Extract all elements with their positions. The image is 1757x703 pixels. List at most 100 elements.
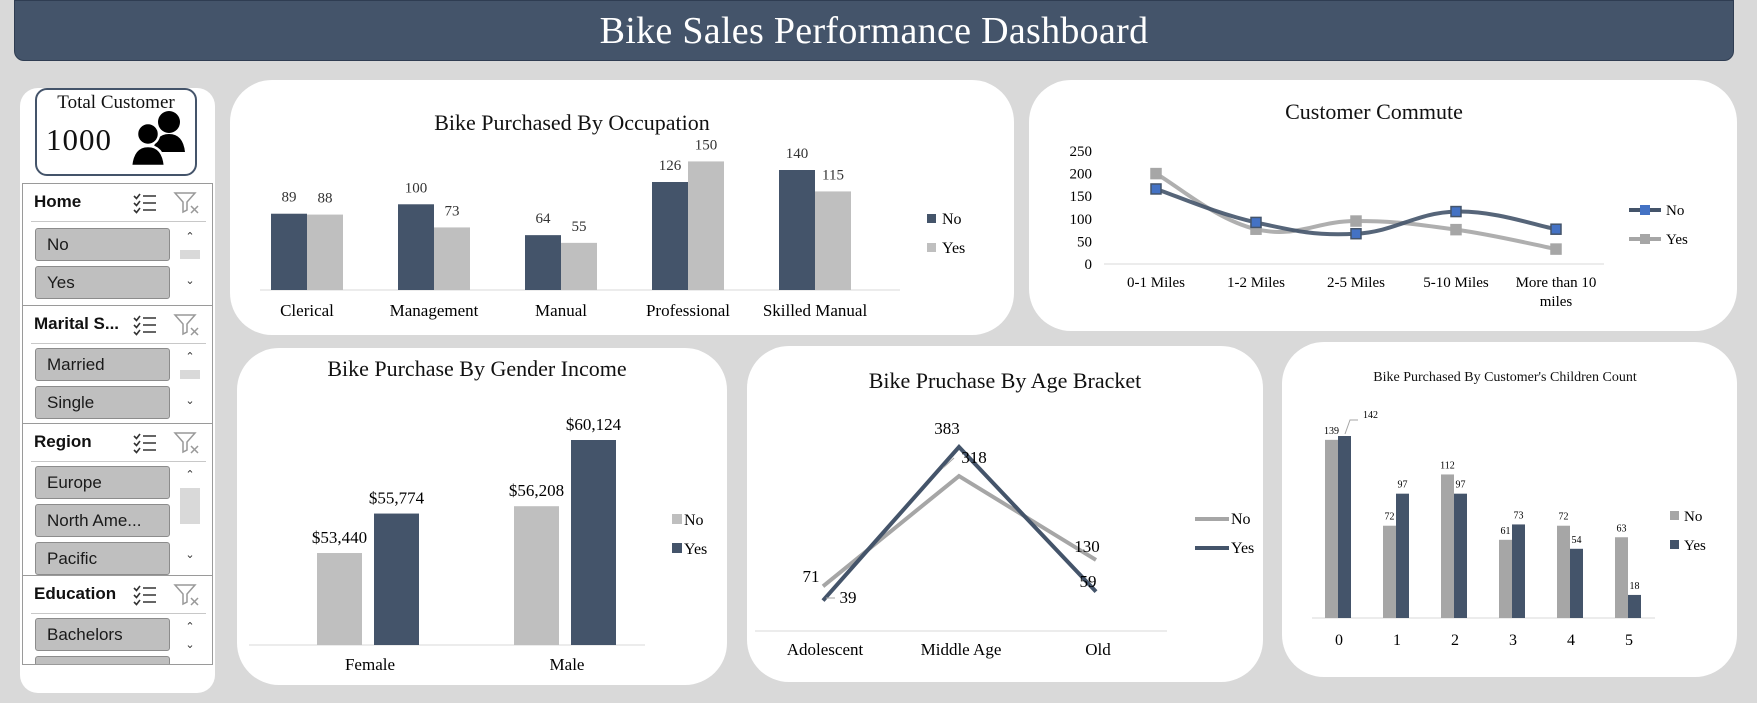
line-series-yes	[821, 444, 1098, 602]
x-tick-label: 2-5 Miles	[1327, 275, 1385, 291]
multi-select-icon[interactable]	[132, 583, 158, 607]
slicer-divider	[31, 613, 206, 614]
point-no	[1250, 216, 1262, 229]
bar-no-management	[398, 204, 434, 290]
scrollbar-thumb[interactable]	[180, 250, 200, 259]
point-no	[1150, 183, 1162, 195]
marital-slicer-title: Marital S...	[34, 314, 120, 333]
scrollbar-thumb[interactable]	[180, 488, 200, 524]
clear-filter-icon[interactable]	[173, 430, 201, 456]
clear-filter-icon[interactable]	[173, 582, 201, 608]
data-label: 130	[1074, 537, 1100, 556]
line-series-no	[1155, 187, 1557, 237]
education-slicer-header: Education	[23, 576, 212, 614]
y-tick-label: 0	[1085, 257, 1093, 273]
marital-status-slicer: Marital S... Married Single ⌃ ⌄	[23, 306, 212, 424]
region-slicer-header: Region	[23, 424, 212, 462]
age-bracket-chart: Adolescent Middle Age Old 71 318 130 39 383 59 No…	[755, 419, 1254, 659]
data-label: $60,124	[566, 415, 622, 434]
dashboard-header: Bike Sales Performance Dashboard	[14, 0, 1734, 61]
children-chart-card: Bike Purchased By Customer's Children Co…	[1282, 342, 1737, 677]
multi-select-icon[interactable]	[132, 431, 158, 455]
slicer-item-north-america[interactable]: North Ame...	[35, 504, 170, 537]
data-label: 55	[572, 219, 587, 235]
legend-marker-yes	[1640, 234, 1650, 244]
scroll-down-icon[interactable]: ⌄	[185, 394, 195, 407]
bar-no-children-3	[1499, 539, 1512, 618]
home-slicer-title: Home	[34, 192, 82, 211]
clear-filter-icon[interactable]	[173, 190, 201, 216]
region-slicer-title: Region	[34, 432, 92, 451]
data-label: 18	[1630, 581, 1640, 592]
legend-label-yes: Yes	[1666, 232, 1688, 248]
slicer-item-bachelors[interactable]: Bachelors	[35, 618, 170, 651]
legend-label-yes: Yes	[1231, 540, 1254, 557]
slicer-item-pacific[interactable]: Pacific	[35, 542, 170, 575]
scroll-up-icon[interactable]: ⌃	[185, 350, 195, 363]
data-label: 126	[659, 158, 682, 174]
bar-yes-clerical	[307, 214, 343, 290]
x-tick-label: Skilled Manual	[763, 301, 868, 320]
scroll-down-icon[interactable]: ⌄	[185, 638, 195, 651]
multi-select-icon[interactable]	[132, 191, 158, 215]
data-label: 150	[695, 137, 718, 153]
data-label: 72	[1559, 512, 1569, 523]
data-label: 318	[961, 448, 987, 467]
point-yes	[1150, 167, 1162, 180]
gender-income-chart-card: Bike Purchase By Gender Income $53,440 $5…	[237, 348, 727, 685]
data-label: 115	[822, 167, 844, 183]
children-chart-title: Bike Purchased By Customer's Children Co…	[1373, 370, 1637, 385]
total-customer-value: 1000	[46, 122, 112, 157]
data-label: 89	[282, 190, 297, 206]
slicer-item-partial[interactable]	[35, 656, 170, 664]
x-tick-label: 0-1 Miles	[1127, 275, 1185, 291]
scroll-up-icon[interactable]: ⌃	[185, 230, 195, 243]
occupation-chart-title: Bike Purchased By Occupation	[434, 110, 710, 135]
x-tick-label: Male	[550, 655, 585, 674]
scroll-down-icon[interactable]: ⌄	[185, 274, 195, 287]
point-no	[1350, 227, 1362, 240]
scroll-up-icon[interactable]: ⌃	[185, 620, 195, 633]
scroll-up-icon[interactable]: ⌃	[185, 468, 195, 481]
multi-select-icon[interactable]	[132, 313, 158, 337]
clear-filter-icon[interactable]	[173, 312, 201, 338]
y-tick-label: 50	[1077, 234, 1092, 250]
slicer-item-home-no[interactable]: No	[35, 228, 170, 261]
slicer-item-single[interactable]: Single	[35, 386, 170, 419]
occupation-chart-card: Bike Purchased By Occupation 89 88 Clerica…	[230, 80, 1014, 335]
scroll-down-icon[interactable]: ⌄	[185, 548, 195, 561]
x-tick-label: More than 10	[1516, 275, 1597, 291]
data-label: 88	[318, 191, 333, 207]
bar-no-children-0	[1325, 439, 1338, 618]
data-label: 97	[1398, 480, 1408, 491]
slicer-item-home-yes[interactable]: Yes	[35, 266, 170, 299]
slicer-item-europe[interactable]: Europe	[35, 466, 170, 499]
commute-chart-card: Customer Commute 0 50 100 150 200 250 0-1 Mile…	[1029, 80, 1737, 331]
y-tick-label: 200	[1070, 167, 1093, 183]
data-label: 63	[1617, 523, 1627, 534]
legend-label-yes: Yes	[942, 240, 965, 257]
total-customer-card: Total Customer 1000	[35, 88, 197, 176]
bar-no-children-1	[1383, 525, 1396, 618]
y-tick-label: 250	[1070, 144, 1093, 160]
age-bracket-chart-title: Bike Pruchase By Age Bracket	[868, 368, 1142, 393]
slicer-divider	[31, 461, 206, 462]
bar-yes-skilled-manual	[815, 191, 851, 290]
x-tick-label: miles	[1540, 294, 1573, 310]
legend-label-no: No	[684, 512, 704, 529]
bar-yes-female	[374, 513, 419, 645]
x-tick-label: Middle Age	[921, 640, 1002, 659]
scrollbar-thumb[interactable]	[180, 370, 200, 379]
sidebar: Total Customer 1000 Home No Yes ⌃ ⌄	[20, 88, 215, 693]
data-label: 73	[1514, 510, 1524, 521]
point-no	[1550, 223, 1562, 235]
people-icon	[129, 111, 185, 168]
commute-chart-title: Customer Commute	[1285, 99, 1463, 124]
x-tick-label: Professional	[646, 301, 730, 320]
x-tick-label: 1-2 Miles	[1227, 275, 1285, 291]
slicer-item-married[interactable]: Married	[35, 348, 170, 381]
data-label: 139	[1324, 426, 1339, 437]
data-label: 61	[1501, 526, 1511, 537]
total-customer-label: Total Customer	[57, 92, 175, 113]
